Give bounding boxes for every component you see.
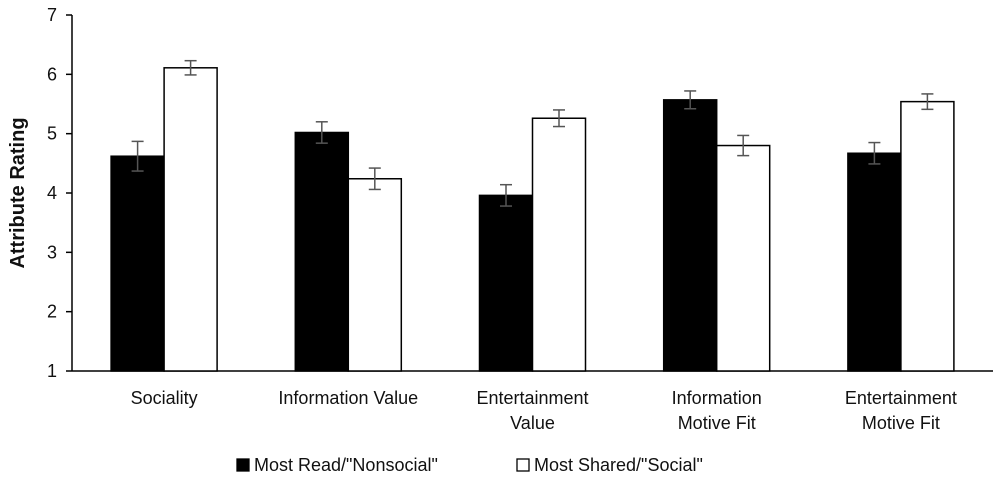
category-label: Sociality <box>131 388 198 408</box>
category-label: Motive Fit <box>862 413 940 433</box>
category-label: Entertainment <box>476 388 588 408</box>
legend-label: Most Read/"Nonsocial" <box>254 455 438 475</box>
bar-most-shared <box>163 67 218 372</box>
bar-most-read <box>478 194 534 372</box>
legend-label: Most Shared/"Social" <box>534 455 703 475</box>
category-label: Information <box>672 388 762 408</box>
bar-most-read <box>847 152 902 372</box>
category-label: Motive Fit <box>678 413 756 433</box>
y-tick-label: 3 <box>47 242 57 262</box>
legend-swatch <box>236 458 250 472</box>
legend: Most Read/"Nonsocial" Most Shared/"Social… <box>236 455 703 475</box>
y-tick-label: 5 <box>47 124 57 144</box>
bar-most-shared <box>900 100 955 372</box>
bar-most-read <box>110 155 165 372</box>
category-label: Entertainment <box>845 388 957 408</box>
bar-most-read <box>294 131 350 372</box>
category-label: Information Value <box>278 388 418 408</box>
y-tick-label: 7 <box>47 5 57 25</box>
bar-most-read <box>662 99 718 372</box>
y-axis-label: Attribute Rating <box>7 117 29 268</box>
y-tick-label: 4 <box>47 183 57 203</box>
y-tick-label: 2 <box>47 302 57 322</box>
y-tick-label: 1 <box>47 361 57 381</box>
bar-most-shared <box>715 144 771 372</box>
bar-most-shared <box>531 117 587 372</box>
bar-most-shared <box>347 178 403 372</box>
plot-area: 1 2 3 4 5 6 7 Sociality Information Value Enterta… <box>47 5 993 433</box>
legend-swatch <box>516 458 530 472</box>
category-label: Value <box>510 413 555 433</box>
y-tick-label: 6 <box>47 64 57 84</box>
